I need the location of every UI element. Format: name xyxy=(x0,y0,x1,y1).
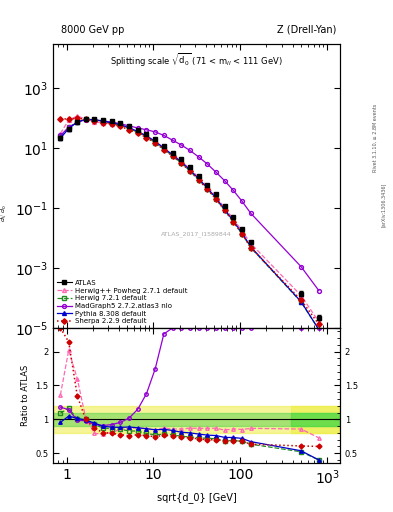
Text: [arXiv:1306.3436]: [arXiv:1306.3436] xyxy=(381,183,386,227)
Text: Splitting scale $\sqrt{\mathrm{d}_0}$ (71 < m$_{\mathit{ll}}$ < 111 GeV): Splitting scale $\sqrt{\mathrm{d}_0}$ (7… xyxy=(110,51,283,68)
Y-axis label: Ratio to ATLAS: Ratio to ATLAS xyxy=(20,365,29,426)
Bar xyxy=(291,406,340,433)
Text: ATLAS_2017_I1589844: ATLAS_2017_I1589844 xyxy=(161,231,232,237)
Text: 8000 GeV pp: 8000 GeV pp xyxy=(61,25,124,35)
Bar xyxy=(291,413,340,426)
Bar xyxy=(53,406,340,433)
Text: Rivet 3.1.10, ≥ 2.8M events: Rivet 3.1.10, ≥ 2.8M events xyxy=(373,104,378,173)
X-axis label: sqrt{d_0} [GeV]: sqrt{d_0} [GeV] xyxy=(157,493,236,503)
Text: Z (Drell-Yan): Z (Drell-Yan) xyxy=(277,25,336,35)
Legend: ATLAS, Herwig++ Powheg 2.7.1 default, Herwig 7.2.1 default, MadGraph5 2.7.2.atla: ATLAS, Herwig++ Powheg 2.7.1 default, He… xyxy=(55,279,189,326)
Bar xyxy=(53,413,340,426)
Y-axis label: $\frac{d\sigma}{d\sqrt{d_0}}$ [pb,GeV$^{-1}$]: $\frac{d\sigma}{d\sqrt{d_0}}$ [pb,GeV$^{… xyxy=(0,150,9,222)
